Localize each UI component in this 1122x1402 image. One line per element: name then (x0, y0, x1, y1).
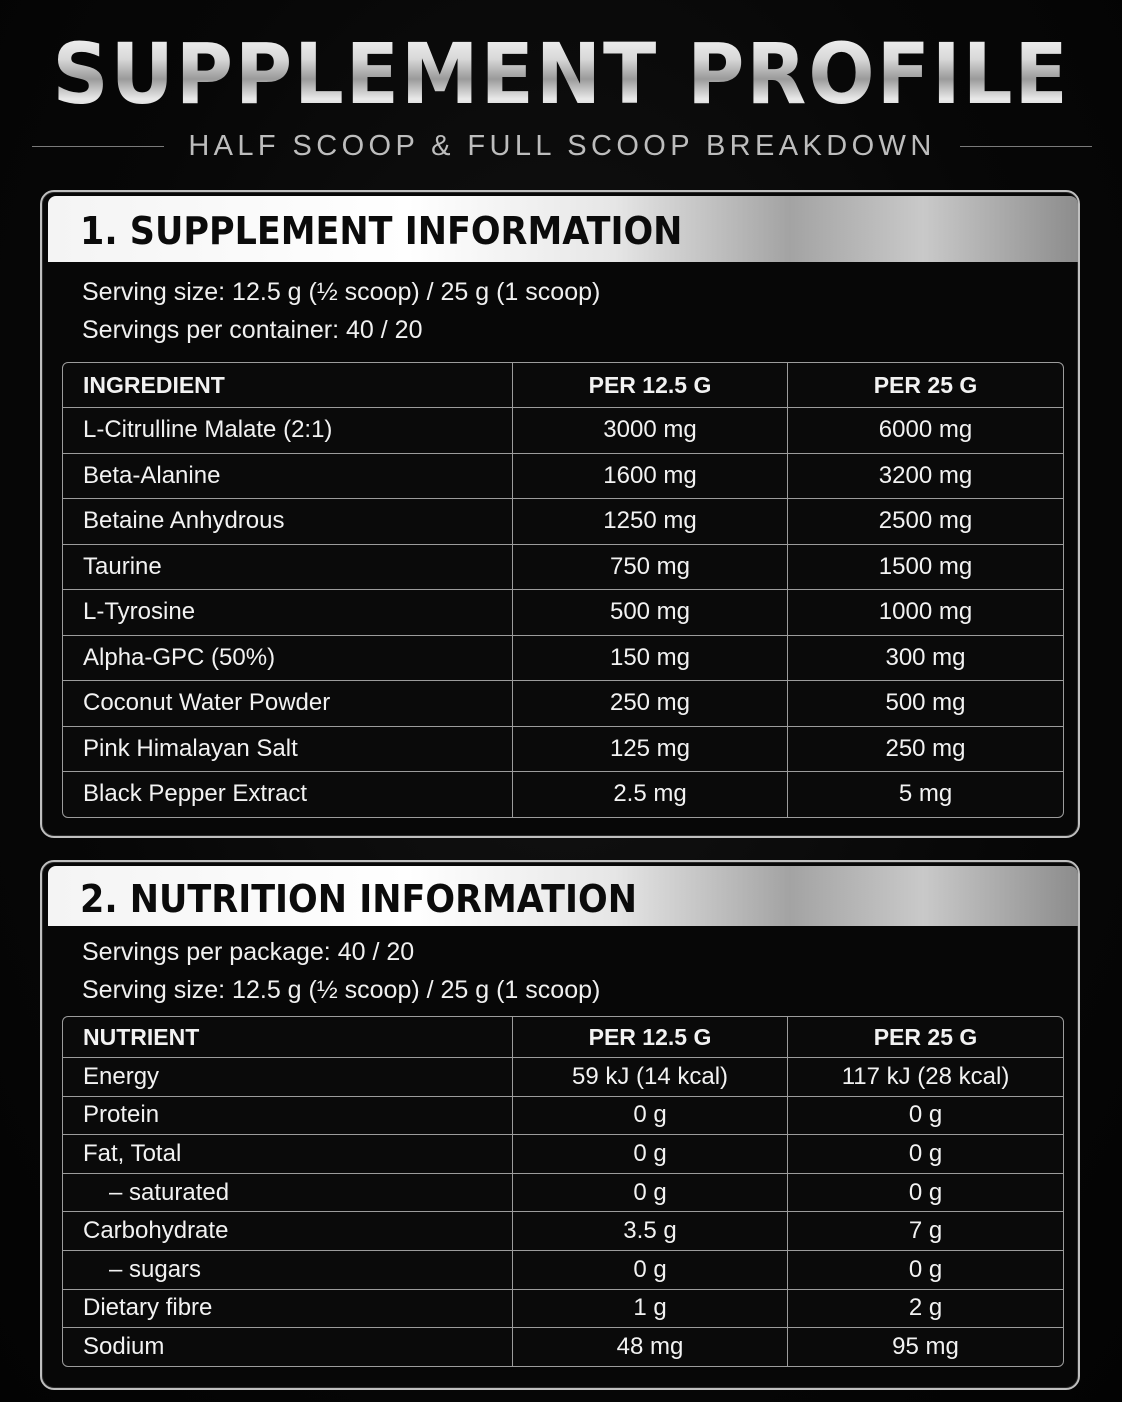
table-row: Carbohydrate 3.5 g 7 g (63, 1212, 1063, 1251)
amount-full-scoop: 2 g (788, 1290, 1063, 1329)
ingredient-name: Black Pepper Extract (63, 772, 513, 817)
amount-half-scoop: 1600 mg (513, 453, 788, 499)
amount-half-scoop: 1 g (513, 1289, 788, 1329)
ingredient-name: Beta-Alanine (63, 453, 513, 499)
nutrition-information-header: 2. NUTRITION INFORMATION (48, 866, 1078, 926)
table-row: Black Pepper Extract 2.5 mg 5 mg (63, 772, 1063, 817)
table-row: Energy 59 kJ (14 kcal) 117 kJ (28 kcal) (63, 1058, 1063, 1097)
table-row: Pink Himalayan Salt 125 mg 250 mg (63, 726, 1063, 772)
subtitle-divider-right (959, 145, 1092, 147)
ingredient-name: Betaine Anhydrous (63, 499, 513, 545)
serving-size-text: Serving size: 12.5 g (½ scoop) / 25 g (1… (82, 976, 601, 1004)
amount-full-scoop: 6000 mg (788, 408, 1063, 454)
amount-half-scoop: 48 mg (513, 1328, 788, 1366)
amount-full-scoop: 0 g (788, 1097, 1063, 1136)
table-row: Alpha-GPC (50%) 150 mg 300 mg (63, 635, 1063, 681)
nutrient-name: Energy (63, 1058, 513, 1097)
ingredient-name: L-Citrulline Malate (2:1) (63, 408, 513, 454)
amount-half-scoop: 1250 mg (513, 499, 788, 545)
amount-half-scoop: 500 mg (513, 590, 788, 636)
nutrient-name: Fat, Total (63, 1135, 513, 1174)
nutrient-name: – saturated (63, 1173, 513, 1213)
table-row: Fat, Total 0 g 0 g (63, 1135, 1063, 1174)
amount-half-scoop: 3.5 g (513, 1212, 788, 1251)
table-row: – saturated 0 g 0 g (63, 1173, 1063, 1213)
amount-half-scoop: 0 g (513, 1173, 788, 1213)
table-header-row: NUTRIENT PER 12.5 G PER 25 G (63, 1017, 1063, 1058)
amount-full-scoop: 250 mg (788, 727, 1063, 772)
nutrient-name: – sugars (63, 1250, 513, 1290)
amount-full-scoop: 1500 mg (788, 545, 1063, 590)
table-row: Coconut Water Powder 250 mg 500 mg (63, 681, 1063, 727)
amount-half-scoop: 125 mg (513, 726, 788, 772)
amount-full-scoop: 3200 mg (788, 454, 1063, 499)
page-title: SUPPLEMENT PROFILE (39, 24, 1082, 124)
amount-full-scoop: 2500 mg (788, 499, 1063, 545)
table-row: Betaine Anhydrous 1250 mg 2500 mg (63, 499, 1063, 545)
amount-half-scoop: 3000 mg (513, 408, 788, 454)
supplement-information-header: 1. SUPPLEMENT INFORMATION (48, 196, 1078, 262)
column-header-per-half-scoop: PER 12.5 G (513, 363, 788, 408)
table-row: L-Tyrosine 500 mg 1000 mg (63, 590, 1063, 636)
ingredient-name: Taurine (63, 544, 513, 590)
amount-half-scoop: 59 kJ (14 kcal) (513, 1058, 788, 1097)
amount-half-scoop: 250 mg (513, 681, 788, 727)
table-row: L-Citrulline Malate (2:1) 3000 mg 6000 m… (63, 408, 1063, 454)
amount-half-scoop: 0 g (513, 1096, 788, 1136)
servings-per-container-text: Servings per container: 40 / 20 (82, 316, 423, 344)
supplement-information-panel: 1. SUPPLEMENT INFORMATION Serving size: … (40, 190, 1080, 838)
column-header-per-full-scoop: PER 25 G (788, 1017, 1063, 1058)
amount-half-scoop: 750 mg (513, 544, 788, 590)
nutrient-name: Carbohydrate (63, 1212, 513, 1251)
ingredient-name: Alpha-GPC (50%) (63, 635, 513, 681)
amount-full-scoop: 300 mg (788, 636, 1063, 681)
amount-full-scoop: 1000 mg (788, 590, 1063, 636)
subtitle-row: HALF SCOOP & FULL SCOOP BREAKDOWN (32, 126, 1092, 166)
column-header-per-half-scoop: PER 12.5 G (513, 1017, 788, 1058)
table-header-row: INGREDIENT PER 12.5 G PER 25 G (63, 363, 1063, 408)
nutrient-name: Dietary fibre (63, 1289, 513, 1329)
table-row: Protein 0 g 0 g (63, 1096, 1063, 1136)
amount-full-scoop: 95 mg (892, 1332, 959, 1360)
ingredient-table: INGREDIENT PER 12.5 G PER 25 G L-Citrull… (62, 362, 1064, 818)
nutrient-name: Sodium (63, 1328, 513, 1366)
subtitle-divider-left (32, 145, 165, 147)
nutrient-table: NUTRIENT PER 12.5 G PER 25 G Energy 59 k… (62, 1016, 1064, 1367)
serving-size-text: Serving size: 12.5 g (½ scoop) / 25 g (1… (82, 278, 601, 306)
table-row: Taurine 750 mg 1500 mg (63, 544, 1063, 590)
amount-full-scoop: 0 g (788, 1135, 1063, 1174)
amount-full-scoop: 117 kJ (28 kcal) (788, 1058, 1063, 1097)
nutrient-name: Protein (63, 1096, 513, 1136)
column-header-nutrient: NUTRIENT (63, 1017, 513, 1058)
table-row: Dietary fibre 1 g 2 g (63, 1289, 1063, 1329)
table-row: Beta-Alanine 1600 mg 3200 mg (63, 453, 1063, 499)
nutrition-information-panel: 2. NUTRITION INFORMATION Servings per pa… (40, 860, 1080, 1390)
table-row: – sugars 0 g 0 g (63, 1250, 1063, 1290)
ingredient-name: Coconut Water Powder (63, 681, 513, 727)
ingredient-name: Pink Himalayan Salt (63, 726, 513, 772)
ingredient-name: L-Tyrosine (63, 590, 513, 636)
column-header-ingredient: INGREDIENT (63, 363, 513, 408)
supplement-information-heading: 1. SUPPLEMENT INFORMATION (80, 209, 683, 253)
amount-full-scoop: 0 g (788, 1174, 1063, 1213)
amount-full-scoop: 5 mg (898, 780, 953, 808)
amount-half-scoop: 0 g (513, 1135, 788, 1174)
amount-full-scoop: 0 g (788, 1251, 1063, 1290)
table-row: Sodium 48 mg 95 mg (63, 1328, 1063, 1366)
page-subtitle: HALF SCOOP & FULL SCOOP BREAKDOWN (188, 129, 936, 162)
nutrition-information-heading: 2. NUTRITION INFORMATION (80, 877, 637, 921)
amount-full-scoop: 500 mg (788, 681, 1063, 727)
servings-per-package-text: Servings per package: 40 / 20 (82, 938, 415, 966)
amount-half-scoop: 2.5 mg (513, 772, 788, 817)
amount-half-scoop: 0 g (513, 1250, 788, 1290)
amount-half-scoop: 150 mg (513, 635, 788, 681)
column-header-per-full-scoop: PER 25 G (788, 363, 1063, 408)
amount-full-scoop: 7 g (788, 1212, 1063, 1251)
